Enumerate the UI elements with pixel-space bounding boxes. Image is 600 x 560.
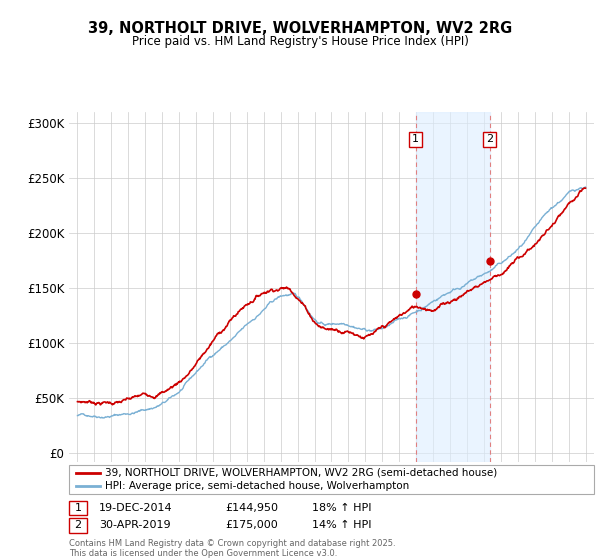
Text: 2: 2 bbox=[486, 134, 493, 144]
Text: Price paid vs. HM Land Registry's House Price Index (HPI): Price paid vs. HM Land Registry's House … bbox=[131, 35, 469, 48]
Text: 14% ↑ HPI: 14% ↑ HPI bbox=[312, 520, 371, 530]
Text: £175,000: £175,000 bbox=[225, 520, 278, 530]
Text: 30-APR-2019: 30-APR-2019 bbox=[99, 520, 170, 530]
Text: 1: 1 bbox=[412, 134, 419, 144]
Text: 18% ↑ HPI: 18% ↑ HPI bbox=[312, 503, 371, 513]
Text: 1: 1 bbox=[74, 503, 82, 513]
Text: 39, NORTHOLT DRIVE, WOLVERHAMPTON, WV2 2RG: 39, NORTHOLT DRIVE, WOLVERHAMPTON, WV2 2… bbox=[88, 21, 512, 36]
Text: 2: 2 bbox=[74, 520, 82, 530]
Text: 39, NORTHOLT DRIVE, WOLVERHAMPTON, WV2 2RG (semi-detached house): 39, NORTHOLT DRIVE, WOLVERHAMPTON, WV2 2… bbox=[105, 468, 497, 478]
Text: £144,950: £144,950 bbox=[225, 503, 278, 513]
Bar bbox=[416, 112, 490, 462]
Text: Contains HM Land Registry data © Crown copyright and database right 2025.
This d: Contains HM Land Registry data © Crown c… bbox=[69, 539, 395, 558]
Text: HPI: Average price, semi-detached house, Wolverhampton: HPI: Average price, semi-detached house,… bbox=[105, 481, 409, 491]
Text: 19-DEC-2014: 19-DEC-2014 bbox=[99, 503, 173, 513]
